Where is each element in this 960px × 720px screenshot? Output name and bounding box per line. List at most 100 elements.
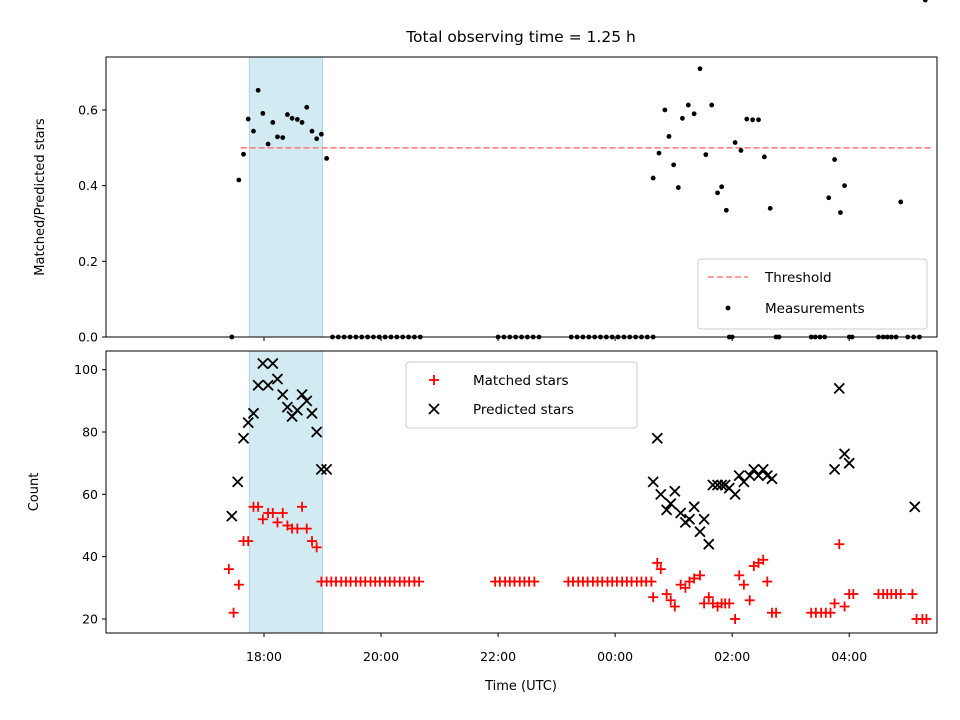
x-tick-label: 04:00 bbox=[831, 649, 867, 664]
marker-stroke bbox=[296, 388, 308, 401]
matched-star-marker bbox=[243, 536, 254, 547]
matched-star-marker bbox=[829, 598, 840, 609]
marker-stroke bbox=[232, 476, 244, 488]
predicted-star-marker bbox=[675, 507, 687, 519]
bottom-legend-box bbox=[405, 361, 638, 429]
bottom-panel: 20 40 60 80 100 18:00 20:00 22:00 00:00 02:00 04:… bbox=[27, 350, 938, 694]
matched-star-marker bbox=[223, 564, 234, 575]
marker-stroke bbox=[909, 501, 921, 513]
measurement-point bbox=[280, 135, 286, 140]
matched-star-marker bbox=[228, 607, 239, 618]
measurement-point bbox=[309, 128, 315, 134]
y-tick-label: 0.6 bbox=[78, 102, 98, 117]
measurements-series bbox=[229, 0, 928, 340]
legend-measurements-swatch bbox=[725, 305, 731, 311]
measurement-point bbox=[715, 190, 720, 196]
x-tick-label: 18:00 bbox=[246, 649, 282, 664]
measurement-point bbox=[767, 205, 773, 211]
marker-stroke bbox=[733, 470, 745, 482]
matched-star-marker bbox=[694, 570, 705, 581]
marker-stroke bbox=[688, 501, 700, 513]
measurement-point bbox=[732, 140, 738, 145]
measurement-point bbox=[304, 104, 310, 110]
measurement-point bbox=[245, 116, 251, 122]
predicted-star-marker bbox=[267, 357, 279, 370]
measurement-point bbox=[723, 207, 729, 213]
marker-stroke bbox=[698, 513, 710, 525]
matched-star-marker bbox=[267, 508, 278, 519]
predicted-star-marker bbox=[252, 379, 264, 391]
marker-stroke bbox=[647, 476, 659, 488]
predicted-star-marker bbox=[271, 373, 284, 385]
matched-star-marker bbox=[311, 542, 322, 553]
measurement-point bbox=[738, 148, 744, 153]
predicted-star-marker bbox=[306, 407, 318, 419]
matched-star-marker bbox=[730, 613, 741, 624]
marker-stroke bbox=[651, 432, 663, 444]
y-tick-label: 0.4 bbox=[78, 178, 98, 193]
matched-star-marker bbox=[738, 579, 749, 590]
marker-stroke bbox=[752, 470, 765, 482]
matched-star-marker bbox=[301, 523, 312, 534]
legend-predicted-label: Predicted stars bbox=[473, 402, 574, 418]
marker-stroke bbox=[723, 482, 735, 494]
matched-star-marker bbox=[253, 501, 264, 512]
predicted-star-marker bbox=[237, 432, 250, 444]
predicted-star-marker bbox=[262, 379, 274, 391]
matched-star-marker bbox=[648, 592, 659, 603]
bottom-y-axis-label: Count bbox=[27, 473, 42, 512]
x-tick-label: 02:00 bbox=[714, 649, 750, 664]
marker-stroke bbox=[828, 463, 841, 476]
predicted-star-marker bbox=[242, 417, 254, 429]
measurement-point bbox=[832, 157, 837, 162]
marker-stroke bbox=[669, 485, 681, 497]
matched-star-marker bbox=[724, 598, 735, 609]
x-tick-label: 20:00 bbox=[363, 649, 399, 664]
marker-stroke bbox=[262, 379, 274, 391]
bottom-y-axis: 20 40 60 80 100 bbox=[74, 362, 106, 626]
predicted-star-marker bbox=[296, 388, 308, 401]
marker-stroke bbox=[757, 463, 769, 476]
legend-measurements-label: Measurements bbox=[765, 301, 865, 317]
matched-star-marker bbox=[297, 501, 308, 512]
predicted-star-marker bbox=[683, 513, 696, 525]
matched-star-marker bbox=[744, 595, 755, 606]
marker-stroke bbox=[660, 504, 673, 516]
measurement-point bbox=[671, 162, 677, 168]
marker-stroke bbox=[277, 388, 289, 401]
top-panel: 0.0 0.2 0.4 0.6 Matched/Predicted stars Thr… bbox=[33, 0, 938, 345]
predicted-star-marker bbox=[729, 488, 741, 500]
predicted-star-marker bbox=[257, 357, 269, 370]
predicted-star-marker bbox=[828, 463, 841, 476]
matched-star-marker bbox=[734, 570, 745, 581]
measurement-point bbox=[275, 134, 280, 140]
x-axis-label: Time (UTC) bbox=[484, 679, 557, 694]
marker-stroke bbox=[315, 463, 327, 476]
measurement-point bbox=[826, 195, 832, 201]
measurement-point bbox=[255, 87, 261, 93]
measurement-point bbox=[703, 152, 709, 158]
marker-stroke bbox=[271, 373, 284, 385]
marker-stroke bbox=[306, 407, 318, 419]
predicted-star-marker bbox=[315, 463, 327, 476]
predicted-star-marker bbox=[838, 448, 851, 460]
marker-stroke bbox=[766, 473, 778, 485]
matched-star-marker bbox=[652, 557, 663, 568]
predicted-star-marker bbox=[909, 501, 921, 513]
measurement-point bbox=[680, 115, 685, 121]
measurement-point bbox=[270, 120, 276, 125]
matched-star-marker bbox=[233, 579, 244, 590]
measurement-point bbox=[675, 185, 681, 190]
predicted-star-marker bbox=[752, 470, 765, 482]
measurement-point bbox=[842, 183, 847, 189]
measurement-point bbox=[656, 150, 662, 156]
top-y-axis-label: Matched/Predicted stars bbox=[33, 118, 48, 276]
measurement-point bbox=[922, 0, 928, 3]
predicted-star-marker bbox=[757, 463, 769, 476]
predicted-stars-series bbox=[226, 357, 921, 550]
measurement-point bbox=[324, 156, 330, 161]
predicted-star-marker bbox=[232, 476, 244, 488]
predicted-star-marker bbox=[694, 526, 706, 538]
measurement-point bbox=[838, 210, 843, 215]
predicted-star-marker bbox=[647, 476, 659, 488]
